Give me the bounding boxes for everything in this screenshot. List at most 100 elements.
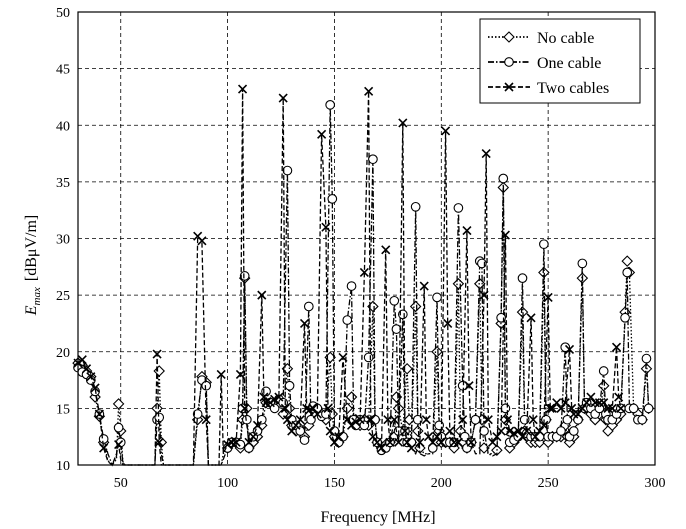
data-point-one-cable: [457, 380, 468, 391]
data-point-one-cable: [201, 380, 212, 391]
data-point-two-cables: [530, 432, 540, 442]
data-point-two-cables: [406, 443, 416, 453]
data-point-one-cable: [98, 434, 109, 444]
data-point-two-cables: [152, 349, 162, 359]
data-point-one-cable: [453, 203, 464, 213]
data-point-one-cable: [370, 414, 380, 425]
data-point-two-cables: [338, 352, 348, 362]
data-point-two-cables: [582, 398, 592, 408]
data-point-one-cable: [641, 353, 652, 364]
data-point-one-cable: [299, 435, 310, 445]
data-point-two-cables: [443, 318, 453, 329]
data-point-two-cables: [488, 437, 498, 447]
data-point-one-cable: [235, 439, 246, 450]
data-point-two-cables: [366, 415, 376, 425]
legend-item-two-cables: Two cables: [488, 80, 609, 97]
data-point-one-cable: [368, 154, 378, 165]
data-point-one-cable: [622, 267, 633, 278]
data-point-no-cable: [597, 379, 610, 392]
data-point-one-cable: [470, 414, 481, 425]
data-point-no-cable: [409, 300, 422, 313]
data-point-two-cables: [197, 236, 207, 246]
data-point-two-cables: [556, 403, 566, 413]
data-point-two-cables: [372, 437, 382, 447]
data-point-two-cables: [351, 417, 361, 427]
data-point-one-cable: [282, 165, 293, 176]
data-point-two-cables: [505, 426, 515, 436]
y-tick-label: 30: [56, 233, 70, 248]
data-point-no-cable: [431, 345, 443, 358]
data-point-one-cable: [598, 366, 609, 376]
data-point-one-cable: [517, 273, 528, 283]
data-point-one-cable: [342, 315, 353, 325]
data-point-two-cables: [317, 129, 327, 139]
data-point-two-cables: [334, 432, 344, 442]
data-point-one-cable: [560, 342, 571, 353]
y-tick-label: 35: [56, 176, 70, 191]
data-point-two-cables: [458, 415, 468, 425]
series-two-cables: [73, 84, 626, 467]
tick-labels: 10 15 20 25 30 35 40 45 50 50 100 150 200 250 300: [56, 6, 666, 491]
plot-frame: [77, 11, 656, 466]
data-point-two-cables: [535, 426, 545, 436]
data-point-two-cables: [586, 392, 596, 402]
series-line-one-cable: [77, 104, 650, 467]
data-point-two-cables: [282, 415, 292, 425]
legend: No cable One cable Two cables: [479, 18, 641, 104]
data-point-two-cables: [616, 403, 626, 413]
svg-text:Emax[dBμV/m]: Emax [dBμV/m]: [23, 215, 43, 316]
legend-marker-no-cable: [503, 31, 515, 43]
y-axis-label-sub: max: [31, 287, 43, 305]
data-point-one-cable: [256, 414, 267, 425]
data-point-two-cables: [496, 426, 506, 436]
data-point-one-cable: [573, 414, 583, 425]
data-point-one-cable: [239, 271, 250, 281]
data-point-two-cables: [564, 344, 575, 355]
data-point-no-cable: [345, 391, 358, 403]
data-point-two-cables: [492, 432, 502, 442]
data-point-one-cable: [628, 403, 639, 414]
data-point-two-cables: [479, 290, 489, 300]
data-point-two-cables: [543, 292, 553, 302]
data-point-two-cables: [466, 437, 476, 447]
data-point-two-cables: [291, 420, 301, 430]
y-tick-label: 25: [56, 289, 70, 304]
data-point-two-cables: [81, 364, 92, 374]
y-tick-label: 20: [56, 346, 70, 361]
data-point-one-cable: [643, 403, 654, 414]
legend-label-no-cable: No cable: [537, 30, 594, 47]
data-point-one-cable: [252, 426, 263, 436]
data-point-two-cables: [509, 428, 519, 438]
data-point-two-cables: [385, 437, 395, 447]
legend-marker-one-cable: [504, 57, 514, 67]
data-point-two-cables: [90, 383, 100, 393]
data-point-two-cables: [304, 406, 314, 416]
data-point-two-cables: [526, 313, 536, 323]
data-point-two-cables: [539, 420, 549, 430]
data-point-two-cables: [355, 415, 365, 425]
data-point-two-cables: [614, 392, 624, 402]
y-tick-label: 40: [56, 119, 70, 134]
legend-label-two-cables: Two cables: [537, 80, 609, 97]
grid-lines: [78, 12, 655, 465]
x-tick-label: 50: [114, 476, 128, 491]
data-point-no-cable: [153, 365, 165, 377]
data-point-one-cable: [556, 426, 566, 436]
data-point-two-cables: [325, 426, 335, 436]
data-point-one-cable: [303, 301, 314, 312]
data-point-two-cables: [154, 437, 164, 447]
data-point-two-cables: [400, 426, 410, 436]
data-point-two-cables: [453, 437, 463, 447]
data-point-two-cables: [462, 226, 472, 236]
data-point-two-cables: [428, 437, 438, 447]
data-point-two-cables: [419, 281, 429, 291]
series-layer: [72, 84, 655, 467]
data-point-two-cables: [522, 426, 532, 436]
data-point-two-cables: [389, 415, 399, 425]
data-point-one-cable: [498, 173, 509, 184]
data-point-two-cables: [77, 355, 87, 365]
data-point-one-cable: [568, 426, 579, 436]
data-point-no-cable: [412, 425, 424, 437]
y-tick-label: 50: [56, 6, 70, 21]
